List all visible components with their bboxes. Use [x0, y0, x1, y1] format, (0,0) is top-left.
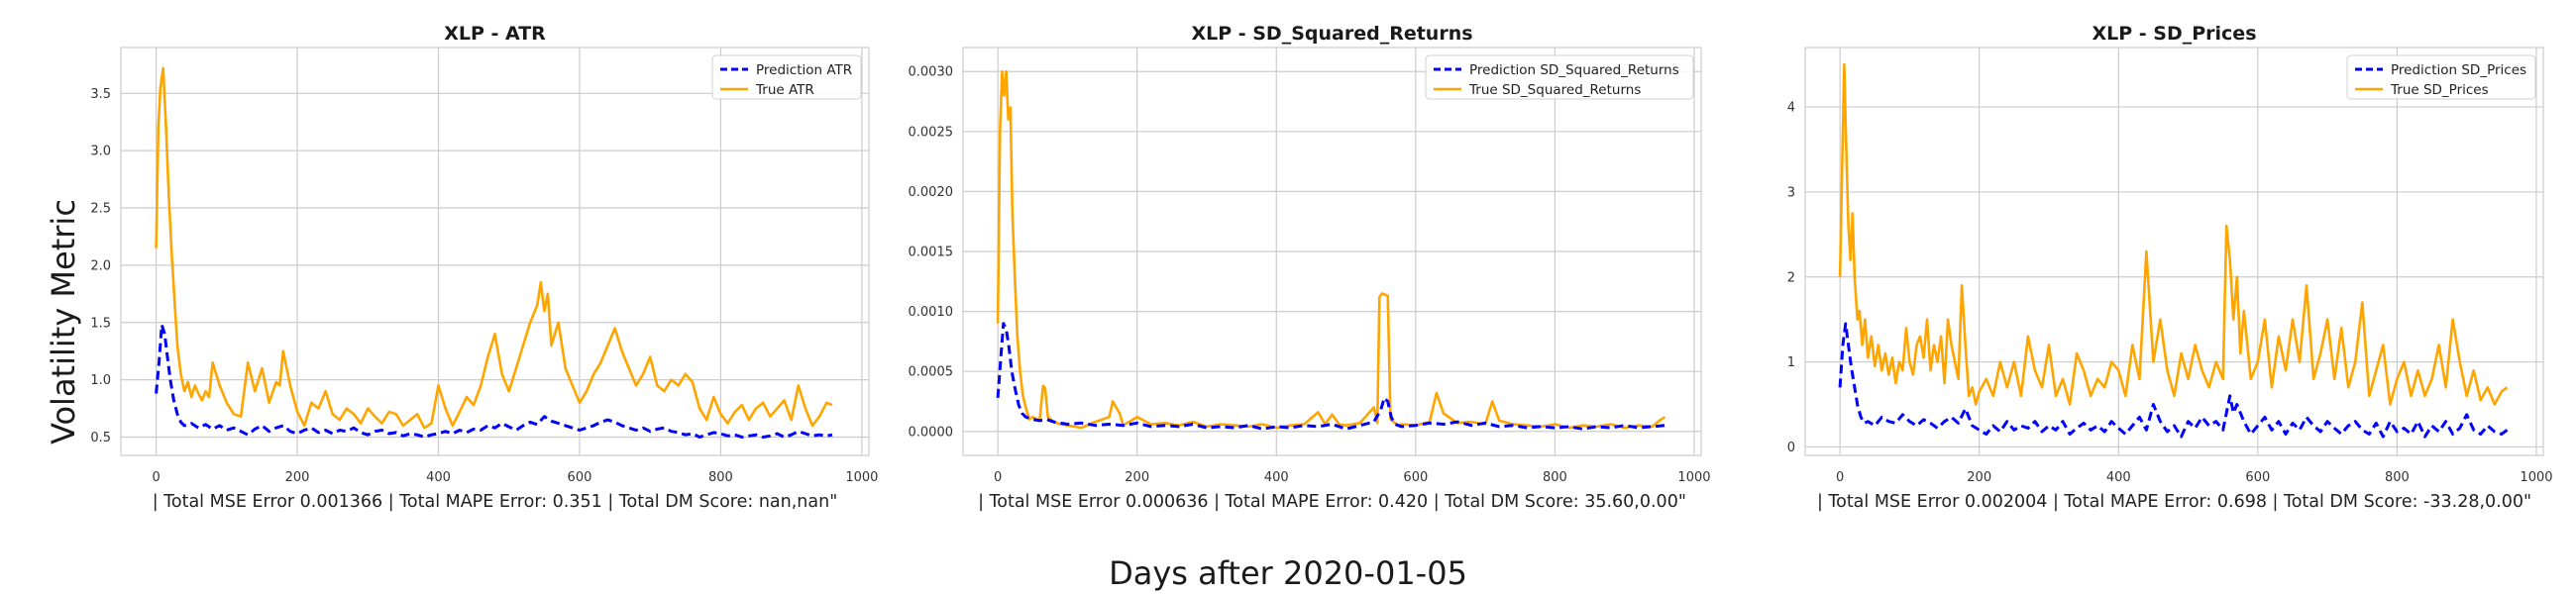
x-tick-label: 0	[152, 470, 160, 485]
y-tick-label: 0.0020	[909, 185, 954, 200]
x-tick-label: 1000	[1677, 470, 1710, 485]
y-tick-label: 0.0015	[909, 246, 954, 260]
x-tick-label: 1000	[845, 470, 878, 485]
plot-area	[1804, 47, 2544, 456]
legend-label: True SD_Squared_Returns	[1468, 82, 1641, 98]
y-tick-label: 0.0000	[909, 425, 954, 440]
metrics-caption: | Total MSE Error 0.002004 | Total MAPE …	[1817, 492, 2531, 512]
legend: Prediction SD_Prices True SD_Prices	[2346, 54, 2536, 100]
x-tick-label: 200	[285, 470, 310, 485]
x-tick-label: 800	[1543, 470, 1567, 485]
prediction-series-line	[155, 323, 833, 439]
legend-label: Prediction SD_Squared_Returns	[1469, 62, 1679, 78]
x-tick-label: 600	[2245, 470, 2270, 485]
plot-area	[120, 47, 870, 456]
y-tick-label: 1.5	[90, 316, 111, 331]
y-tick-label: 3	[1787, 185, 1795, 200]
x-tick-label: 400	[1264, 470, 1289, 485]
legend-label: Prediction ATR	[756, 62, 852, 78]
y-tick-label: 1	[1787, 355, 1795, 370]
metrics-caption: | Total MSE Error 0.001366 | Total MAPE …	[153, 492, 838, 512]
figure-x-label: Days after 2020-01-05	[1109, 554, 1467, 592]
x-tick-label: 200	[1967, 470, 1991, 485]
legend-box	[1425, 54, 1694, 100]
y-tick-label: 2.5	[90, 202, 111, 217]
x-tick-label: 800	[708, 470, 733, 485]
legend-label: True ATR	[755, 82, 814, 98]
y-tick-label: 0.0010	[909, 305, 954, 320]
y-tick-label: 0.0025	[909, 125, 954, 140]
chart-title: XLP - SD_Prices	[2092, 23, 2256, 45]
x-tick-label: 0	[994, 470, 1002, 485]
y-tick-label: 3.0	[90, 145, 111, 159]
legend: Prediction SD_Squared_Returns True SD_Squ…	[1425, 54, 1694, 100]
legend-label: Prediction SD_Prices	[2391, 62, 2526, 78]
y-tick-label: 4	[1787, 101, 1795, 116]
y-tick-label: 2.0	[90, 258, 111, 273]
chart-title: XLP - SD_Squared_Returns	[1191, 23, 1472, 45]
x-tick-label: 400	[426, 470, 451, 485]
legend-label: True SD_Prices	[2390, 82, 2489, 98]
figure-y-label: Volatility Metric	[45, 199, 82, 445]
x-tick-label: 400	[2106, 470, 2131, 485]
x-tick-label: 600	[568, 470, 592, 485]
legend-box	[2346, 54, 2536, 100]
chart-panel-3: 0 200 400 600 800 1000 0 1 2 3 4 XLP - SD_Prices | T…	[1787, 23, 2553, 512]
y-tick-label: 0.0005	[909, 365, 954, 380]
x-tick-label: 200	[1125, 470, 1149, 485]
legend-box	[711, 54, 862, 100]
true-series-line	[155, 66, 833, 430]
chart-title: XLP - ATR	[444, 23, 546, 45]
prediction-series-line	[1838, 322, 2509, 439]
chart-panel-2: 0 200 400 600 800 1000 0.0000 0.0005 0.0010 0.001…	[909, 23, 1711, 512]
y-tick-label: 0.0030	[909, 65, 954, 80]
prediction-series-line	[996, 322, 1665, 431]
x-tick-label: 0	[1836, 470, 1844, 485]
y-tick-label: 0.5	[90, 431, 111, 446]
metrics-caption: | Total MSE Error 0.000636 | Total MAPE …	[978, 492, 1686, 512]
legend: Prediction ATR True ATR	[711, 54, 862, 100]
x-tick-label: 1000	[2520, 470, 2552, 485]
y-tick-label: 0	[1787, 441, 1795, 455]
true-series-line	[1838, 62, 2509, 406]
y-tick-label: 1.0	[90, 373, 111, 388]
y-tick-label: 3.5	[90, 87, 111, 102]
y-tick-label: 2	[1787, 270, 1795, 285]
chart-panel-1: 0 200 400 600 800 1000 0.5 1.0 1.5 2.0 2.5 3.0 3.5 XL…	[90, 23, 878, 512]
x-tick-label: 600	[1403, 470, 1428, 485]
x-tick-label: 800	[2385, 470, 2410, 485]
